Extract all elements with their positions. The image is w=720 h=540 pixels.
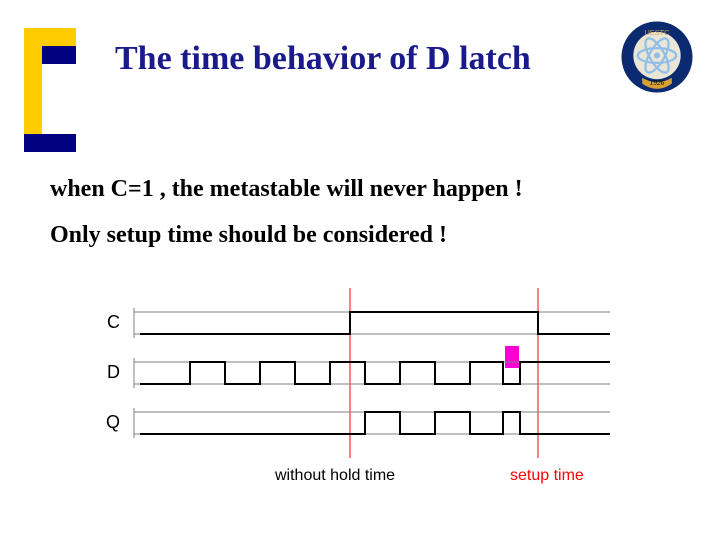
body-line-1: when C=1 , the metastable will never hap… [50, 176, 523, 203]
university-logo: UESTC 1926 [620, 20, 694, 94]
waveform-D [140, 362, 610, 384]
signal-label-Q: Q [106, 412, 120, 432]
body-line-2: Only setup time should be considered ! [50, 222, 447, 249]
page-title: The time behavior of D latch [115, 40, 531, 78]
signal-label-D: D [107, 362, 120, 382]
caption: setup time [510, 467, 584, 484]
badge-top-text: UESTC [644, 28, 670, 37]
setup-highlight [505, 346, 519, 368]
signal-label-C: C [107, 312, 120, 332]
waveform-Q [140, 412, 610, 434]
timing-diagram: C D Qwithout hold time setup time [90, 288, 630, 508]
badge-year: 1926 [650, 78, 665, 87]
waveform-C [140, 312, 610, 334]
caption: without hold time [274, 467, 395, 484]
